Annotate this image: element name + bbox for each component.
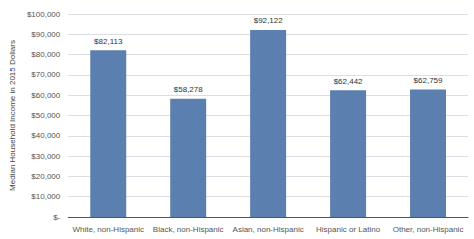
svg-text:$58,278: $58,278 <box>174 85 203 94</box>
svg-text:$100,000: $100,000 <box>27 10 61 19</box>
svg-text:$82,113: $82,113 <box>94 37 123 46</box>
svg-text:Black, non-Hispanic: Black, non-Hispanic <box>153 225 224 234</box>
svg-text:$70,000: $70,000 <box>31 70 60 79</box>
svg-text:Median Household Income in 201: Median Household Income in 2015 Dollars <box>8 40 17 191</box>
svg-text:$50,000: $50,000 <box>31 111 60 120</box>
svg-text:$60,000: $60,000 <box>31 91 60 100</box>
svg-text:$62,759: $62,759 <box>414 76 443 85</box>
svg-text:$-: $- <box>53 213 60 222</box>
svg-text:Other, non-Hispanic: Other, non-Hispanic <box>393 225 464 234</box>
svg-text:Asian, non-Hispanic: Asian, non-Hispanic <box>233 225 304 234</box>
svg-text:$30,000: $30,000 <box>31 152 60 161</box>
svg-text:$10,000: $10,000 <box>31 192 60 201</box>
svg-text:$40,000: $40,000 <box>31 131 60 140</box>
svg-text:White, non-Hispanic: White, non-Hispanic <box>72 225 144 234</box>
svg-text:$92,122: $92,122 <box>254 16 283 25</box>
svg-text:$80,000: $80,000 <box>31 50 60 59</box>
svg-text:$20,000: $20,000 <box>31 172 60 181</box>
svg-text:$62,442: $62,442 <box>334 77 363 86</box>
svg-text:$90,000: $90,000 <box>31 30 60 39</box>
svg-text:Hispanic or Latino: Hispanic or Latino <box>316 225 381 234</box>
